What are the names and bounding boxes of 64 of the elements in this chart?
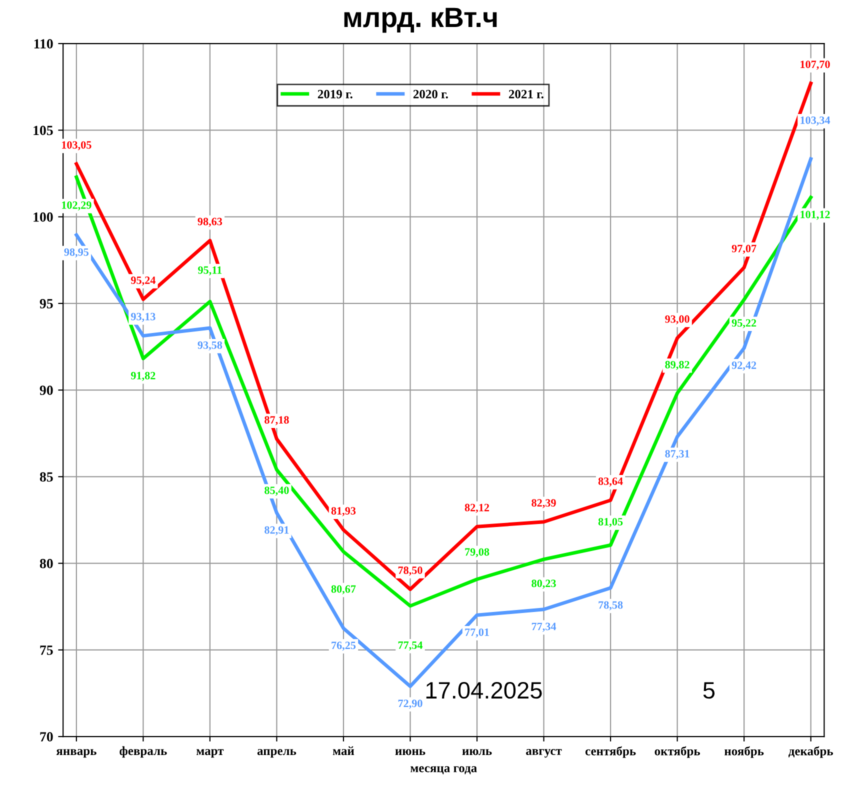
data-label: 77,01 bbox=[465, 628, 489, 638]
data-label: 78,50 bbox=[398, 566, 422, 576]
x-tick-label: июнь bbox=[395, 749, 426, 756]
y-tick-label: 100 bbox=[34, 212, 53, 222]
data-label: 80,67 bbox=[331, 585, 356, 594]
y-tick-label: 80 bbox=[40, 558, 53, 568]
annotation: 17.04.2025 bbox=[426, 682, 542, 699]
data-label: 102,29 bbox=[62, 201, 92, 210]
x-tick-label: апрель bbox=[257, 749, 296, 758]
data-label: 92,42 bbox=[732, 362, 756, 371]
y-tick-label: 75 bbox=[40, 646, 53, 655]
x-tick-label: сентябрь bbox=[585, 746, 636, 758]
x-tick-label: февраль bbox=[120, 746, 167, 758]
data-label: 93,58 bbox=[198, 341, 222, 350]
data-label: 85,40 bbox=[264, 486, 289, 496]
data-label: 82,39 bbox=[532, 499, 556, 508]
x-tick-label: июль bbox=[462, 749, 492, 756]
data-label: 77,54 bbox=[398, 641, 423, 651]
data-label: 81,05 bbox=[598, 518, 623, 528]
y-tick-label: 110 bbox=[34, 39, 53, 49]
data-label: 87,31 bbox=[665, 450, 690, 460]
data-label: 83,64 bbox=[598, 477, 623, 487]
y-tick-label: 105 bbox=[34, 126, 53, 136]
data-label: 82,91 bbox=[264, 526, 289, 536]
data-label: 93,13 bbox=[130, 312, 156, 322]
x-tick-label: май bbox=[332, 746, 354, 756]
data-label: 82,12 bbox=[464, 504, 490, 513]
data-label: 89,82 bbox=[665, 360, 690, 370]
data-label: 107,70 bbox=[800, 60, 830, 70]
data-label: 95,24 bbox=[130, 276, 156, 286]
data-label: 79,08 bbox=[465, 548, 490, 558]
data-label: 76,25 bbox=[332, 642, 356, 651]
x-axis-title: месяца года bbox=[410, 766, 477, 774]
x-tick-label: ноябрь bbox=[724, 746, 764, 758]
data-label: 97,07 bbox=[732, 244, 756, 254]
y-tick-label: 85 bbox=[40, 472, 53, 482]
data-label: 78,58 bbox=[598, 601, 623, 610]
legend-label: 2019 г. bbox=[318, 90, 352, 98]
data-label: 101,12 bbox=[800, 210, 830, 220]
x-tick-label: декабрь bbox=[788, 746, 833, 758]
data-label: 72,90 bbox=[398, 700, 422, 709]
y-tick-label: 90 bbox=[40, 386, 53, 396]
x-tick-label: март bbox=[196, 749, 224, 758]
data-label: 103,34 bbox=[800, 116, 830, 126]
data-label: 95,22 bbox=[732, 319, 756, 328]
annotation: 5 bbox=[703, 682, 715, 699]
data-label: 87,18 bbox=[264, 416, 289, 426]
legend-label: 2020 г. bbox=[413, 90, 448, 98]
data-label: 103,05 bbox=[62, 141, 92, 150]
x-tick-label: август bbox=[526, 749, 562, 758]
data-label: 77,34 bbox=[532, 622, 556, 632]
data-label: 80,23 bbox=[532, 580, 556, 589]
legend-label: 2021 г. bbox=[508, 90, 544, 98]
x-tick-label: январь bbox=[56, 749, 96, 758]
data-label: 95,11 bbox=[198, 266, 222, 276]
data-label: 91,82 bbox=[130, 372, 156, 381]
x-tick-label: октябрь bbox=[654, 746, 700, 758]
chart-title: млрд. кВт.ч bbox=[344, 8, 497, 33]
y-tick-label: 70 bbox=[40, 732, 53, 742]
y-tick-label: 95 bbox=[40, 299, 53, 308]
data-label: 98,95 bbox=[64, 248, 89, 258]
data-label: 98,63 bbox=[198, 218, 222, 227]
data-label: 93,00 bbox=[665, 315, 690, 324]
data-label: 81,93 bbox=[331, 507, 356, 516]
